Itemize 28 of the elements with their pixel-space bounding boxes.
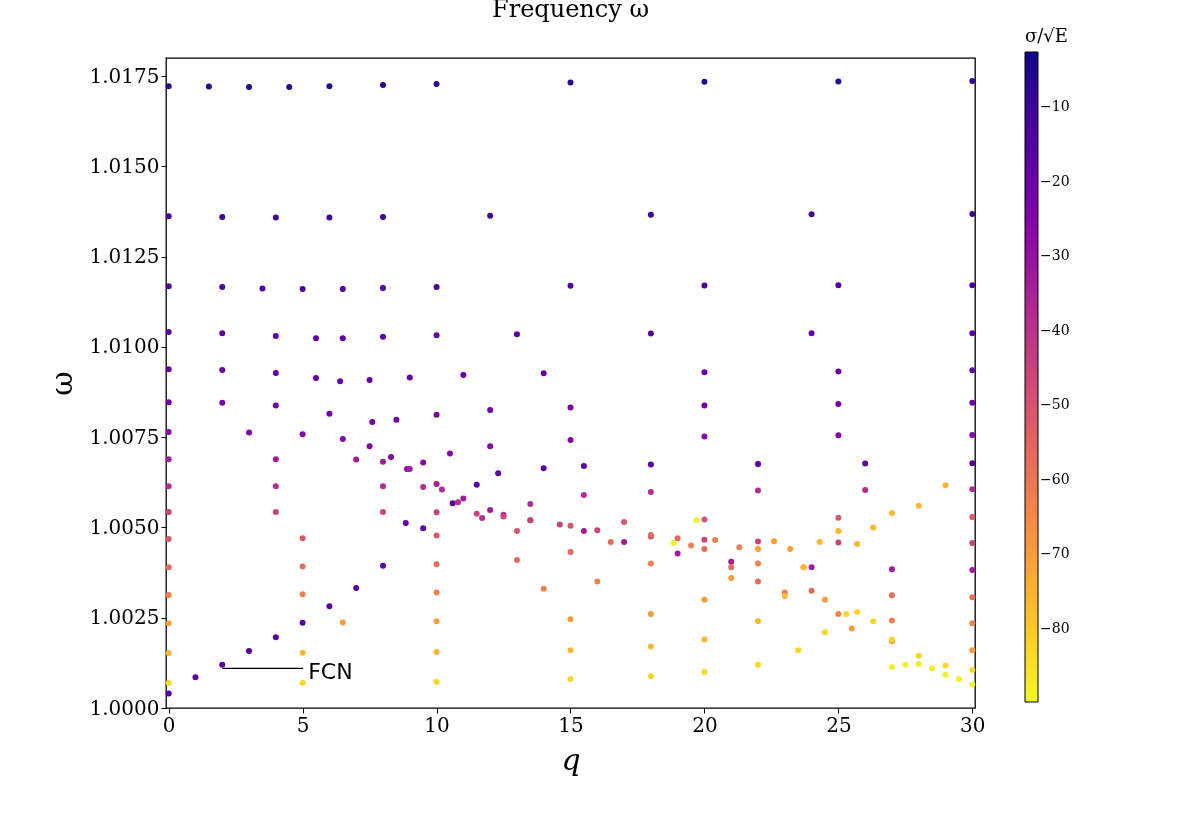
y-tick-label: 1.0100 [89,334,160,359]
annotation: FCN [308,659,353,685]
x-tick-label: 25 [826,712,852,737]
x-tick-label: 5 [296,712,310,737]
chart-title: Frequency ω [491,0,650,23]
color-bar-label: −50 [1040,396,1070,413]
color-bar-label: −30 [1040,247,1070,264]
x-tick-label: 20 [692,712,718,737]
y-tick-label: 1.0150 [89,153,160,178]
x-tick-label: 30 [960,712,986,737]
x-tick-label: 0 [162,712,176,737]
x-tick-label: 15 [558,712,584,737]
y-tick-label: 1.0125 [89,244,160,269]
x-tick-label: 10 [424,712,450,737]
y-tick-label: 1.0175 [89,63,160,88]
y-tick-label: 1.0075 [89,424,160,449]
color-bar-label: −80 [1040,619,1070,636]
color-bar-label: −20 [1040,172,1070,189]
y-tick-label: 1.0025 [89,605,160,630]
y-tick-label: 1.0000 [89,695,160,720]
legend-title: σ/√E [1025,25,1068,46]
x-axis-title: q [561,741,581,777]
y-tick-label: 1.0050 [89,514,160,539]
y-axis-title: ω [43,371,79,396]
color-bar-label: −40 [1040,321,1070,338]
color-bar-label: −10 [1040,98,1070,115]
color-bar-label: −70 [1040,545,1070,562]
color-bar-label: −60 [1040,470,1070,487]
